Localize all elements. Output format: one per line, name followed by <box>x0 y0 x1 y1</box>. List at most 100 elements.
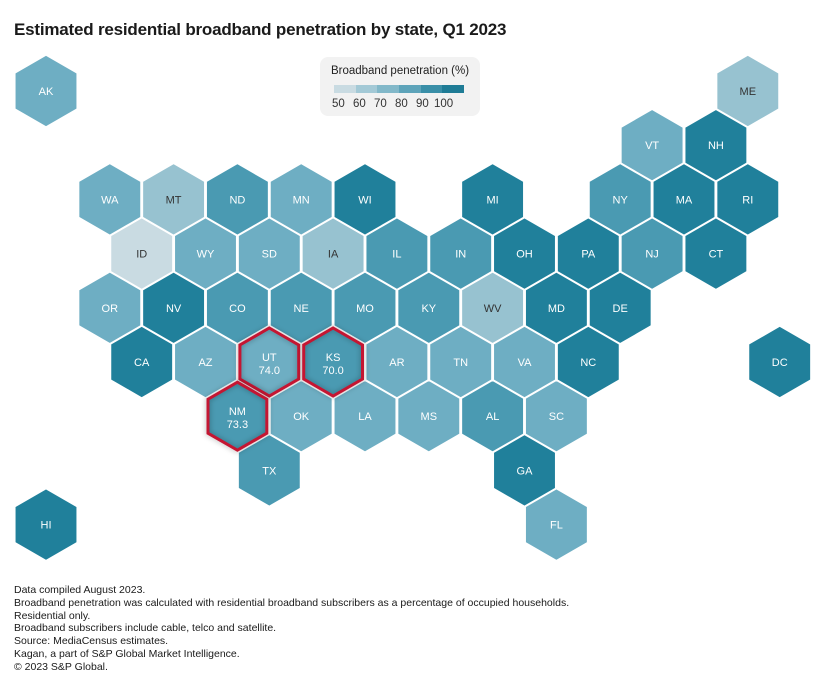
state-hex-shape <box>237 433 302 508</box>
legend-swatch-2 <box>377 85 400 93</box>
state-label: AR <box>389 357 404 369</box>
highlight-outline-ut <box>238 326 301 398</box>
state-hex-shape <box>747 325 812 399</box>
state-hex-ms[interactable]: MS <box>396 379 461 454</box>
state-label: PA <box>581 249 596 261</box>
state-label: NH <box>708 140 724 152</box>
legend-swatch-3 <box>399 85 421 93</box>
state-hex-tx[interactable]: TX <box>237 433 302 508</box>
state-label: MA <box>676 194 693 206</box>
state-label: MT <box>166 194 182 206</box>
state-hex-al[interactable]: AL <box>460 379 525 454</box>
state-hex-shape <box>14 54 78 128</box>
state-hex-de[interactable]: DE <box>588 270 653 345</box>
state-label: MD <box>548 303 565 315</box>
state-hex-dc[interactable]: DC <box>747 325 812 399</box>
state-hex-shape <box>396 379 461 454</box>
state-hex-shape <box>109 325 174 399</box>
legend-label-50: 50 <box>332 98 345 110</box>
state-label: DE <box>613 303 628 315</box>
legend-label-100: 100 <box>434 98 454 110</box>
state-label: TX <box>262 465 277 477</box>
state-label: NM <box>229 406 246 418</box>
state-label: AZ <box>198 357 212 369</box>
state-label: OK <box>293 411 310 423</box>
state-label: MN <box>293 194 310 206</box>
hex-map: AK ME VT NH WA MT ND MN WI MI NY MA RI ID WY SD IA IL IN OH… <box>14 54 812 562</box>
state-hex-shape <box>524 487 589 562</box>
state-label: VT <box>645 140 659 152</box>
state-label: IN <box>455 249 466 261</box>
state-label: DC <box>772 357 788 369</box>
state-label: IA <box>328 249 339 261</box>
state-label: NE <box>294 303 309 315</box>
state-label: CO <box>229 303 246 315</box>
state-label: WA <box>101 194 119 206</box>
state-label: MS <box>421 411 438 423</box>
state-label: OH <box>516 249 533 261</box>
state-value: 73.3 <box>227 419 248 431</box>
note-method: Broadband penetration was calculated wit… <box>14 596 570 609</box>
state-label: NJ <box>645 249 658 261</box>
legend-swatch-1 <box>355 85 378 93</box>
chart-title: Estimated residential broadband penetrat… <box>14 20 507 39</box>
state-label: ME <box>740 86 757 98</box>
state-hex-ct[interactable]: CT <box>683 216 748 291</box>
note-publisher: Kagan, a part of S&P Global Market Intel… <box>14 647 240 660</box>
state-hex-co[interactable]: CO <box>205 270 270 345</box>
legend-swatch-5 <box>442 85 465 93</box>
state-hex-nh[interactable]: NH <box>683 108 748 183</box>
legend-label-90: 90 <box>416 98 429 110</box>
state-hex-hi[interactable]: HI <box>14 487 78 562</box>
state-label: UT <box>262 352 277 364</box>
legend-label-70: 70 <box>374 98 387 110</box>
state-label: FL <box>550 520 563 532</box>
note-subscribers: Broadband subscribers include cable, tel… <box>14 622 277 635</box>
state-label: KS <box>326 352 341 364</box>
state-hex-wa[interactable]: WA <box>77 162 142 237</box>
state-hex-ar[interactable]: AR <box>364 325 429 399</box>
state-label: ND <box>229 194 245 206</box>
state-hex-shape <box>333 379 397 454</box>
legend-title: Broadband penetration (%) <box>330 65 470 77</box>
state-label: WV <box>484 303 502 315</box>
state-hex-ny[interactable]: NY <box>588 162 653 237</box>
state-label: NV <box>166 303 182 315</box>
state-hex-fl[interactable]: FL <box>524 487 589 562</box>
note-copyright: © 2023 S&P Global. <box>14 660 108 673</box>
note-source: Source: MediaCensus estimates. <box>14 635 169 648</box>
state-label: VA <box>518 357 533 369</box>
state-label: MI <box>486 194 498 206</box>
state-label: SC <box>549 411 564 423</box>
state-label: MO <box>356 303 374 315</box>
state-label: NY <box>613 194 629 206</box>
state-label: WY <box>197 249 215 261</box>
state-hex-ak[interactable]: AK <box>14 54 78 128</box>
state-hex-mi[interactable]: MI <box>460 162 525 237</box>
state-label: CA <box>134 357 150 369</box>
state-label: ID <box>136 249 147 261</box>
state-label: CT <box>709 249 724 261</box>
state-hex-shape <box>683 216 748 291</box>
state-hex-nc[interactable]: NC <box>556 325 621 399</box>
footnotes: Data compiled August 2023. Broadband pen… <box>14 584 569 674</box>
state-label: KY <box>421 303 436 315</box>
legend-swatch-0 <box>334 85 356 93</box>
state-hex-mt[interactable]: MT <box>141 162 206 237</box>
state-label: OR <box>102 303 119 315</box>
state-hex-ky[interactable]: KY <box>396 270 461 345</box>
state-label: NC <box>580 357 596 369</box>
state-label: RI <box>742 194 753 206</box>
state-label: TN <box>453 357 468 369</box>
state-hex-tn[interactable]: TN <box>428 325 493 399</box>
legend-label-80: 80 <box>395 98 408 110</box>
state-label: AK <box>39 86 54 98</box>
state-label: LA <box>358 411 372 423</box>
state-label: IL <box>392 249 401 261</box>
state-hex-pa[interactable]: PA <box>556 216 621 291</box>
state-hex-ca[interactable]: CA <box>109 325 174 399</box>
state-label: AL <box>486 411 499 423</box>
state-hex-la[interactable]: LA <box>333 379 397 454</box>
